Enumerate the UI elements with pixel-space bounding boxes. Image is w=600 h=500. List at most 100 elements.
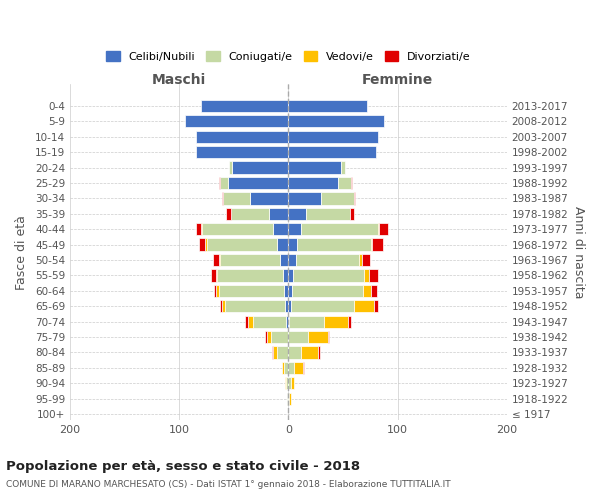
Text: Popolazione per età, sesso e stato civile - 2018: Popolazione per età, sesso e stato civil…: [6, 460, 360, 473]
Bar: [301, 346, 318, 358]
Bar: [289, 392, 290, 405]
Bar: [296, 254, 359, 266]
Bar: [220, 300, 222, 312]
Bar: [306, 208, 350, 220]
Bar: [220, 177, 229, 189]
Bar: [265, 331, 266, 343]
Bar: [350, 208, 354, 220]
Bar: [284, 362, 289, 374]
Bar: [223, 192, 250, 204]
Bar: [289, 115, 385, 128]
Bar: [362, 254, 370, 266]
Bar: [217, 284, 218, 297]
Bar: [196, 223, 201, 235]
Bar: [289, 208, 306, 220]
Bar: [308, 331, 328, 343]
Bar: [205, 238, 206, 251]
Y-axis label: Fasce di età: Fasce di età: [15, 215, 28, 290]
Bar: [273, 223, 289, 235]
Bar: [289, 177, 338, 189]
Text: Maschi: Maschi: [152, 74, 206, 88]
Bar: [289, 284, 292, 297]
Bar: [199, 238, 205, 251]
Text: Femmine: Femmine: [362, 74, 433, 88]
Bar: [253, 316, 286, 328]
Bar: [289, 331, 308, 343]
Bar: [354, 300, 374, 312]
Bar: [362, 284, 371, 297]
Bar: [374, 300, 378, 312]
Bar: [341, 162, 345, 173]
Bar: [196, 146, 289, 158]
Bar: [290, 300, 354, 312]
Bar: [371, 284, 377, 297]
Bar: [282, 362, 284, 374]
Bar: [293, 270, 364, 281]
Bar: [318, 346, 320, 358]
Bar: [226, 208, 230, 220]
Bar: [285, 300, 289, 312]
Bar: [371, 238, 373, 251]
Bar: [289, 100, 367, 112]
Bar: [201, 100, 289, 112]
Bar: [289, 300, 290, 312]
Bar: [280, 254, 289, 266]
Bar: [222, 300, 225, 312]
Bar: [185, 115, 289, 128]
Bar: [286, 377, 289, 390]
Legend: Celibi/Nubili, Coniugati/e, Vedovi/e, Divorziati/e: Celibi/Nubili, Coniugati/e, Vedovi/e, Di…: [102, 46, 475, 66]
Bar: [289, 192, 321, 204]
Bar: [217, 270, 283, 281]
Bar: [354, 192, 355, 204]
Bar: [229, 162, 232, 173]
Bar: [218, 177, 220, 189]
Bar: [196, 130, 289, 143]
Bar: [277, 346, 289, 358]
Bar: [202, 223, 273, 235]
Bar: [321, 192, 354, 204]
Bar: [213, 254, 218, 266]
Bar: [220, 254, 280, 266]
Bar: [297, 238, 371, 251]
Bar: [283, 270, 289, 281]
Bar: [290, 377, 294, 390]
Bar: [287, 392, 289, 405]
Bar: [266, 331, 271, 343]
Bar: [273, 346, 277, 358]
Bar: [379, 223, 388, 235]
Bar: [364, 270, 369, 281]
Bar: [218, 284, 284, 297]
Bar: [378, 223, 379, 235]
Bar: [229, 177, 289, 189]
Bar: [201, 223, 202, 235]
Bar: [277, 238, 289, 251]
Bar: [248, 316, 253, 328]
Bar: [302, 362, 304, 374]
Y-axis label: Anni di nascita: Anni di nascita: [572, 206, 585, 298]
Bar: [294, 362, 302, 374]
Bar: [245, 316, 248, 328]
Bar: [286, 316, 289, 328]
Bar: [338, 177, 350, 189]
Bar: [289, 146, 376, 158]
Bar: [289, 346, 301, 358]
Bar: [349, 316, 350, 328]
Bar: [289, 238, 297, 251]
Text: COMUNE DI MARANO MARCHESATO (CS) - Dati ISTAT 1° gennaio 2018 - Elaborazione TUT: COMUNE DI MARANO MARCHESATO (CS) - Dati …: [6, 480, 451, 489]
Bar: [289, 270, 293, 281]
Bar: [292, 284, 362, 297]
Bar: [289, 162, 341, 173]
Bar: [214, 284, 217, 297]
Bar: [206, 238, 277, 251]
Bar: [230, 208, 269, 220]
Bar: [289, 362, 294, 374]
Bar: [232, 162, 289, 173]
Bar: [373, 238, 383, 251]
Bar: [222, 192, 223, 204]
Bar: [285, 377, 286, 390]
Bar: [289, 223, 301, 235]
Bar: [289, 254, 296, 266]
Bar: [359, 254, 362, 266]
Bar: [301, 223, 378, 235]
Bar: [225, 300, 285, 312]
